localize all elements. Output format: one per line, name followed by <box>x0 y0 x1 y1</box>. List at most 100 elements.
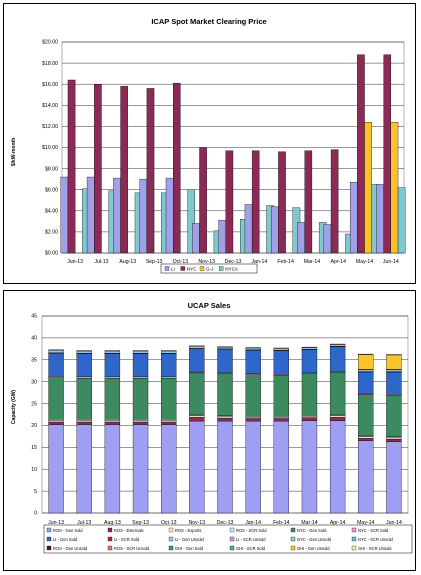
bar-segment-nyc-scr-sold <box>161 376 177 379</box>
legend-box <box>160 263 258 274</box>
y-tick-label: 0 <box>34 511 37 517</box>
bar-segment-nyc-scr-sold <box>132 376 149 379</box>
icap-price-chart-panel: ICAP Spot Market Clearing Price $/kW-mon… <box>3 3 416 284</box>
legend-label: ROS - Externals <box>114 528 144 533</box>
bar-nyc <box>304 150 313 254</box>
bar-segment-li-gen-sold <box>161 353 177 378</box>
x-tick-label: Jul-13 <box>77 520 91 526</box>
legend-swatch <box>290 536 296 542</box>
chart-title: ICAP Spot Market Clearing Price <box>151 17 266 26</box>
bar-segment-li-gen-unsold <box>245 347 261 350</box>
x-tick-label: Sep-13 <box>132 520 149 526</box>
bar-segment-ros-externals <box>386 438 402 442</box>
legend-label: LI <box>171 267 175 272</box>
bar-segment-ros-externals <box>273 418 289 422</box>
bar-segment-li-gen-unsold <box>329 344 346 347</box>
legend-swatch <box>46 527 52 533</box>
bar-segment-ros-gen-sold <box>329 420 346 514</box>
bar-segment-li-gen-unsold <box>189 346 205 349</box>
bar-segment-ros-exports <box>386 437 402 440</box>
bar-segment-ros-gen-sold <box>386 441 402 514</box>
y-tick-label: 45 <box>31 314 37 320</box>
bar-segment-li-gen-unsold <box>161 350 177 354</box>
bar-segment-ros-externals <box>161 421 177 425</box>
legend-swatch <box>107 545 113 551</box>
bar-segment-ros-exports <box>161 420 177 423</box>
y-tick-label: $4.00 <box>45 209 58 215</box>
bar-nyc <box>383 54 392 254</box>
bar-li <box>323 224 332 254</box>
x-tick-label: May-14 <box>356 259 373 265</box>
legend-label: GHI - SCR Sold <box>236 546 266 551</box>
bar-li <box>113 177 121 254</box>
y-tick-label: $20.00 <box>42 40 58 46</box>
legend-label: LI - Gen Unsold <box>175 537 204 542</box>
bar-segment-nyc-gen-sold <box>245 374 261 417</box>
bar-segment-ros-externals <box>217 417 233 422</box>
bar-nyc <box>330 149 339 254</box>
y-tick-label: 25 <box>31 401 37 407</box>
bar-segment-li-gen-unsold <box>48 349 64 353</box>
bar-nyc <box>357 54 365 254</box>
legend-swatch <box>168 536 174 542</box>
bar-nyc <box>173 82 181 254</box>
legend-label: ROS - Gen Sold <box>53 528 83 533</box>
bar-segment-nyc-gen-sold <box>329 371 346 416</box>
legend-label: LI - Gen Sold <box>53 537 78 542</box>
bar-segment-li-gen-unsold <box>386 369 402 372</box>
bar-segment-li-gen-unsold <box>132 350 149 354</box>
bar-segment-ros-externals <box>76 421 92 425</box>
bar-segment-ros-exports <box>189 415 205 418</box>
y-tick-label: $16.00 <box>42 82 58 88</box>
bar-g-j <box>390 122 399 254</box>
bar-segment-ros-exports <box>358 436 374 439</box>
y-tick-label: $8.00 <box>45 166 58 172</box>
bar-segment-ros-gen-sold <box>161 424 177 514</box>
x-tick-label: Jan-14 <box>245 520 261 526</box>
chart-title: UCAP Sales <box>188 301 231 310</box>
bar-segment-nyc-gen-sold <box>189 372 205 416</box>
bar-segment-ros-externals <box>301 417 318 421</box>
bar-segment-li-gen-sold <box>273 350 289 375</box>
bar-nyc <box>278 151 286 254</box>
x-tick-label: Oct-13 <box>161 520 177 526</box>
bar-li <box>297 222 305 254</box>
bar-segment-ros-exports <box>217 416 233 419</box>
bar-segment-nyc-gen-sold <box>161 377 177 420</box>
bar-segment-nyc-scr-sold <box>48 376 64 378</box>
legend-label: NYC - SCR Sold <box>358 528 389 533</box>
bar-segment-ros-exports <box>48 420 64 423</box>
x-tick-label: Oct-13 <box>173 259 189 265</box>
bar-segment-ros-exports <box>301 416 318 418</box>
bar-segment-li-gen-sold <box>189 348 205 373</box>
bar-segment-ros-exports <box>329 415 346 418</box>
bar-nyc <box>94 84 102 254</box>
bar-segment-ros-externals <box>48 421 64 425</box>
legend-label: GHI - Gen Unsold <box>297 546 330 551</box>
bar-segment-ros-externals <box>245 418 261 422</box>
bar-segment-li-gen-unsold <box>217 346 233 350</box>
bar-nyc <box>146 88 155 254</box>
bar-segment-li-gen-sold <box>76 353 92 378</box>
legend-swatch <box>199 266 205 271</box>
bar-nyca <box>397 187 406 254</box>
legend-label: GHI - Gen Sold <box>175 546 204 551</box>
y-tick-label: $18.00 <box>42 61 58 67</box>
bar-li <box>244 204 253 254</box>
legend-label: G-J <box>206 267 213 272</box>
bar-segment-ros-gen-sold <box>48 424 64 514</box>
x-tick-label: Jul-13 <box>94 259 108 265</box>
legend-label: NYCA <box>225 267 239 272</box>
bar-segment-ros-externals <box>329 416 346 421</box>
bar-segment-nyc-gen-sold <box>358 394 374 437</box>
x-tick-label: Jun-14 <box>383 259 399 265</box>
bar-segment-ros-externals <box>132 421 149 425</box>
bar-segment-ros-externals <box>358 437 374 441</box>
legend-label: ROS - SCR Unsold <box>114 546 150 551</box>
x-tick-label: Apr-14 <box>330 259 346 265</box>
bar-segment-nyc-gen-sold <box>217 373 233 416</box>
bar-segment-nyc-gen-sold <box>132 377 149 420</box>
legend-label: NYC - Gen Sold <box>297 528 327 533</box>
bar-segment-li-gen-unsold <box>273 348 289 351</box>
bar-segment-ros-scr-sold <box>48 419 64 421</box>
